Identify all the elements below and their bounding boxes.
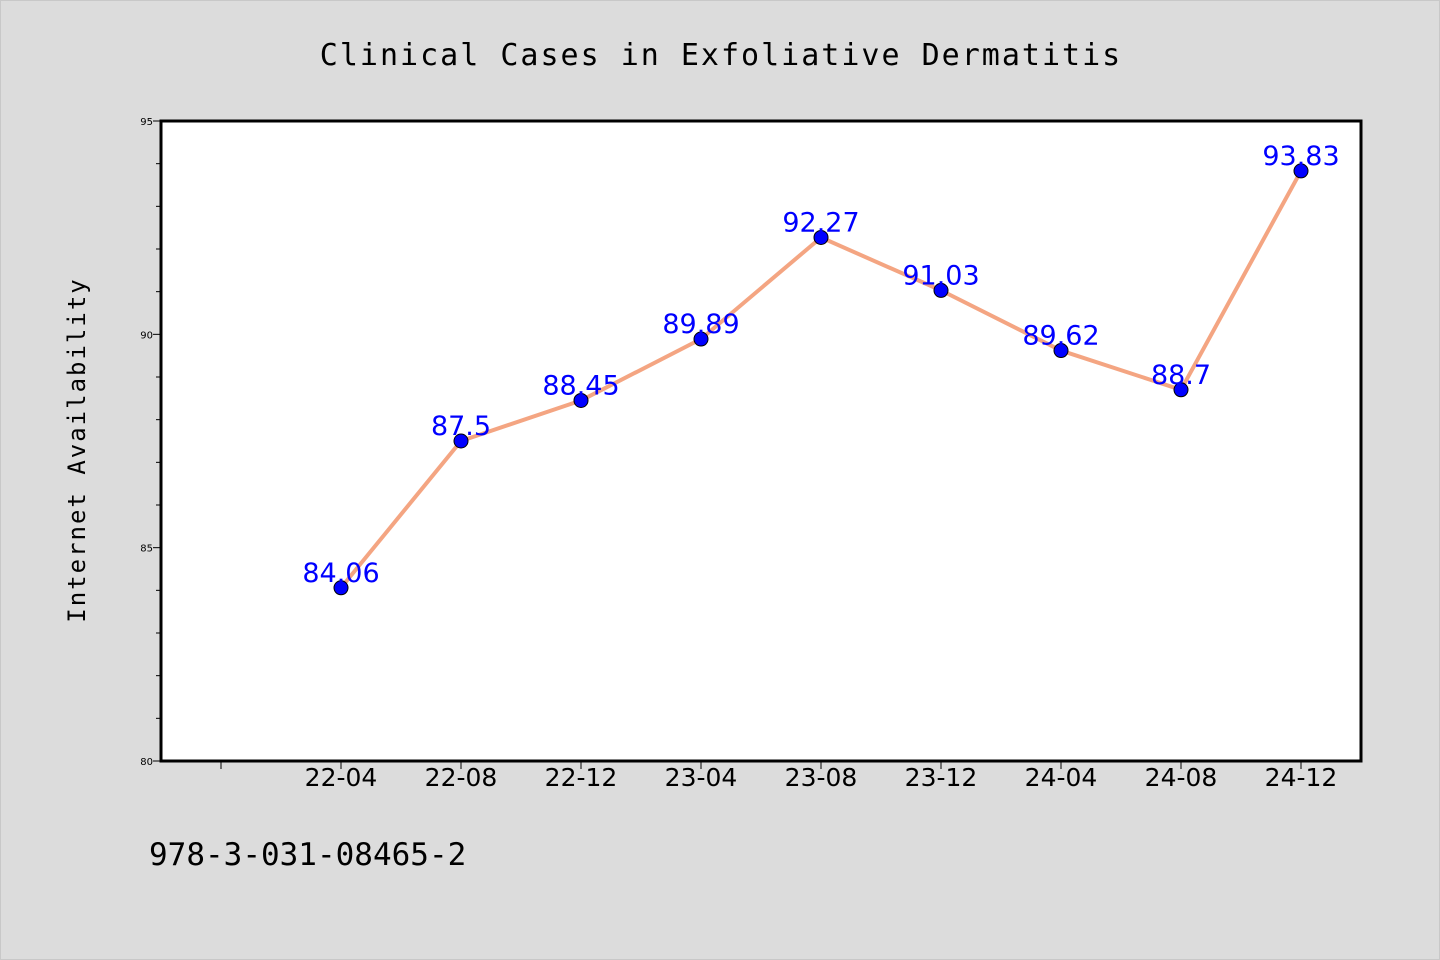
x-tick-label: 23-12 [905, 763, 978, 792]
x-tick-label: 22-04 [305, 763, 378, 792]
data-point [453, 433, 469, 449]
data-label: 92.27 [782, 207, 859, 238]
axis-ticks: 80 85 90 95 22-04 22-08 22-12 23-04 23-08 23-12 24… [140, 117, 1337, 792]
data-label: 89.62 [1022, 321, 1099, 352]
data-label: 93.83 [1262, 141, 1339, 172]
plot-area [161, 121, 1361, 761]
y-axis-label: Internet Availability [63, 277, 91, 622]
chart-title: Clinical Cases in Exfoliative Dermatitis [320, 38, 1122, 73]
data-label: 88.7 [1151, 360, 1211, 391]
data-point [573, 392, 589, 408]
data-point [1053, 343, 1069, 359]
data-label: 89.89 [662, 309, 739, 340]
x-tick-label: 23-08 [785, 763, 858, 792]
series-layer [333, 163, 1309, 596]
data-label: 91.03 [902, 260, 979, 291]
y-tick-label: 95 [140, 117, 153, 128]
data-labels: 84.06 87.5 88.45 89.89 92.27 91.03 89.62 88.7 93… [302, 141, 1339, 589]
data-point [693, 331, 709, 347]
x-tick-label: 22-12 [545, 763, 618, 792]
data-label: 84.06 [302, 558, 379, 589]
x-tick-label: 23-04 [665, 763, 738, 792]
y-tick-label: 90 [140, 330, 153, 341]
data-label: 87.5 [431, 411, 491, 442]
x-tick-label: 24-04 [1025, 763, 1098, 792]
footer-id-text: 978-3-031-08465-2 [149, 837, 466, 873]
x-tick-label: 24-08 [1145, 763, 1218, 792]
data-label: 88.45 [542, 370, 619, 401]
plot-frame [159, 119, 1363, 763]
data-point [933, 282, 949, 298]
x-tick-label: 24-12 [1265, 763, 1338, 792]
x-tick-label: 22-08 [425, 763, 498, 792]
data-point [813, 229, 829, 245]
data-point [1173, 382, 1189, 398]
data-point [333, 580, 349, 596]
y-tick-label: 85 [140, 544, 153, 555]
data-point [1293, 163, 1309, 179]
y-tick-label: 80 [140, 757, 153, 768]
